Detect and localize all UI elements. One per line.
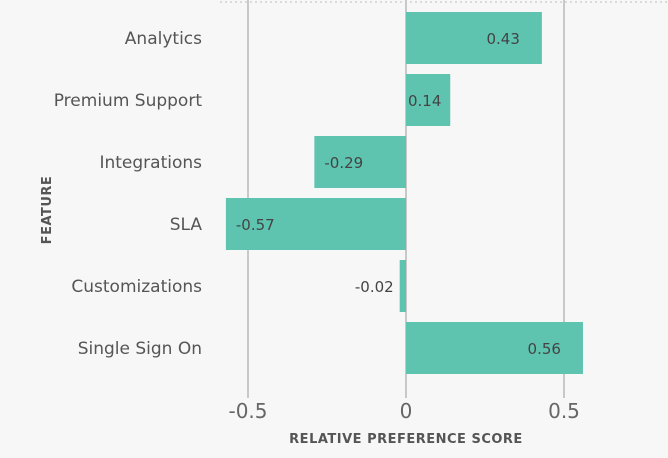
value-label: 0.14 [408, 92, 441, 110]
value-label: 0.43 [486, 30, 519, 48]
bar [406, 74, 451, 126]
category-label: Analytics [125, 29, 202, 49]
category-label: Premium Support [54, 91, 203, 111]
bar [406, 12, 542, 64]
category-label: Customizations [71, 277, 202, 297]
category-label: SLA [170, 215, 203, 235]
category-labels: Analytics Premium Support Integrations SLA C… [54, 29, 203, 359]
category-label: Integrations [99, 153, 202, 173]
x-tick-label: -0.5 [228, 399, 267, 423]
x-axis-title: RELATIVE PREFERENCE SCORE [289, 432, 523, 447]
bar [406, 322, 583, 374]
category-label: Single Sign On [78, 339, 202, 359]
bar [225, 198, 406, 250]
value-label: -0.57 [236, 216, 275, 234]
bars: 0.43 0.14 -0.29 -0.57 -0.02 0.56 [225, 12, 583, 374]
x-tick-labels: -0.5 0 0.5 [228, 399, 579, 423]
bar [314, 136, 406, 188]
x-tick-label: 0 [400, 399, 413, 423]
bar [399, 260, 406, 312]
value-label: -0.29 [324, 154, 363, 172]
value-label: 0.56 [528, 340, 561, 358]
value-label: -0.02 [355, 278, 394, 296]
x-tick-label: 0.5 [548, 399, 580, 423]
y-axis-title: FEATURE [40, 176, 55, 245]
